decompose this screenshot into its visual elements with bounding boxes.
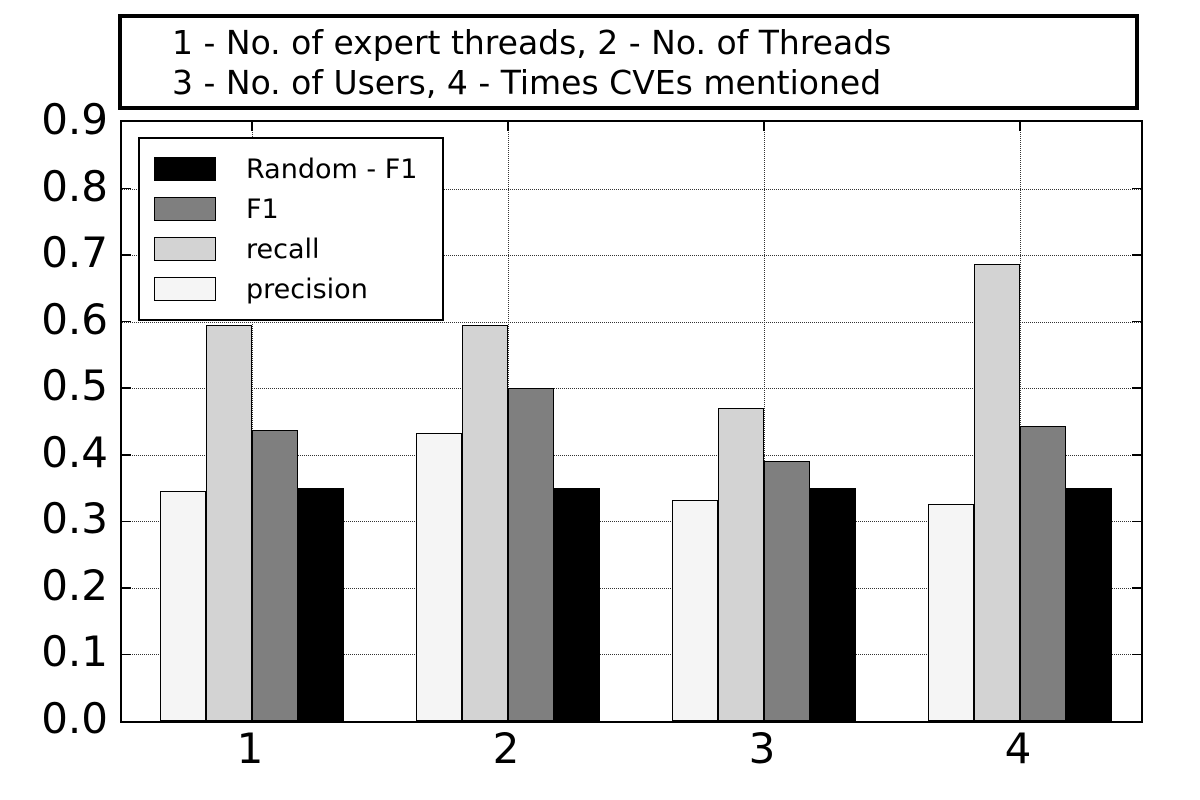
- y-axis-tick-label: 0.7: [41, 228, 108, 278]
- legend-item: recall: [154, 229, 428, 269]
- y-tick-mark: [122, 587, 131, 589]
- y-axis-tick-label: 0.6: [41, 294, 108, 344]
- y-tick-mark: [1132, 587, 1141, 589]
- bar-recall-4: [974, 263, 1020, 721]
- y-axis-tick-label: 0.3: [41, 494, 108, 544]
- y-gridline: [122, 255, 1141, 257]
- y-tick-mark: [1132, 387, 1141, 389]
- plot-area: Random - F1 F1 recall precision: [120, 120, 1143, 723]
- x-gridline: [1020, 122, 1021, 721]
- y-tick-mark: [122, 653, 131, 656]
- legend-label: Random - F1: [246, 153, 418, 185]
- y-axis-tick-label: 0.5: [41, 361, 108, 411]
- x-tick-mark: [251, 122, 253, 131]
- bar-precision-1: [160, 491, 206, 721]
- chart-title-line1: 1 - No. of expert threads, 2 - No. of Th…: [172, 23, 892, 62]
- y-tick-mark: [1132, 454, 1141, 456]
- bar-random-f1-2: [554, 488, 600, 721]
- legend-item: Random - F1: [154, 149, 428, 189]
- y-gridline: [122, 521, 1141, 523]
- y-tick-mark: [1132, 254, 1141, 256]
- bar-recall-3: [718, 408, 764, 721]
- chart-title-box: 1 - No. of expert threads, 2 - No. of Th…: [118, 14, 1139, 110]
- x-tick-mark: [763, 122, 765, 131]
- bar-precision-2: [416, 433, 462, 721]
- y-gridline: [122, 388, 1141, 390]
- x-axis-tick-label: 2: [492, 724, 520, 773]
- bar-precision-3: [672, 500, 718, 721]
- x-axis-tick-label: 3: [748, 724, 776, 773]
- y-tick-mark: [122, 387, 131, 389]
- y-gridline: [122, 321, 1141, 323]
- legend: Random - F1 F1 recall precision: [138, 137, 444, 321]
- y-tick-mark: [1132, 653, 1141, 656]
- legend-label: F1: [246, 193, 279, 225]
- legend-item: precision: [154, 269, 428, 309]
- legend-label: precision: [246, 273, 368, 305]
- x-tick-mark: [507, 122, 509, 131]
- bar-random-f1-1: [298, 488, 344, 721]
- x-gridline: [252, 122, 253, 721]
- bar-recall-2: [462, 325, 508, 721]
- chart-title-line2: 3 - No. of Users, 4 - Times CVEs mention…: [172, 63, 882, 102]
- bar-f1-1: [252, 430, 298, 721]
- legend-label: recall: [246, 233, 320, 265]
- y-gridline: [122, 587, 1141, 589]
- bar-recall-1: [206, 325, 252, 721]
- x-axis-tick-label: 1: [236, 724, 264, 773]
- y-axis-tick-label: 0.4: [41, 427, 108, 477]
- bar-f1-3: [764, 461, 810, 721]
- y-axis-tick-label: 0.0: [41, 694, 108, 743]
- y-tick-mark: [1132, 187, 1141, 190]
- legend-item: F1: [154, 189, 428, 229]
- y-gridline: [122, 188, 1141, 190]
- x-tick-mark: [1019, 122, 1021, 131]
- y-axis-tick-label: 0.2: [41, 560, 108, 610]
- y-axis-tick-label: 0.9: [41, 95, 108, 144]
- legend-swatch-recall: [154, 237, 216, 261]
- y-tick-mark: [1132, 520, 1141, 523]
- bar-precision-4: [928, 504, 974, 721]
- y-axis-tick-label: 0.1: [41, 627, 108, 677]
- x-gridline: [764, 122, 765, 721]
- bar-f1-2: [508, 388, 554, 721]
- y-tick-mark: [1132, 320, 1141, 323]
- legend-swatch-precision: [154, 277, 216, 301]
- y-gridline: [122, 654, 1141, 656]
- y-axis-tick-label: 0.8: [41, 161, 108, 211]
- y-tick-mark: [122, 254, 131, 256]
- legend-swatch-random-f1: [154, 157, 216, 181]
- y-gridline: [122, 454, 1141, 456]
- y-tick-mark: [122, 454, 131, 456]
- y-tick-mark: [122, 187, 131, 190]
- bar-random-f1-3: [810, 488, 856, 721]
- y-tick-mark: [122, 520, 131, 523]
- bar-random-f1-4: [1066, 488, 1112, 721]
- y-tick-mark: [122, 320, 131, 323]
- legend-swatch-f1: [154, 197, 216, 221]
- bar-f1-4: [1020, 426, 1066, 721]
- x-axis-tick-label: 4: [1004, 724, 1032, 773]
